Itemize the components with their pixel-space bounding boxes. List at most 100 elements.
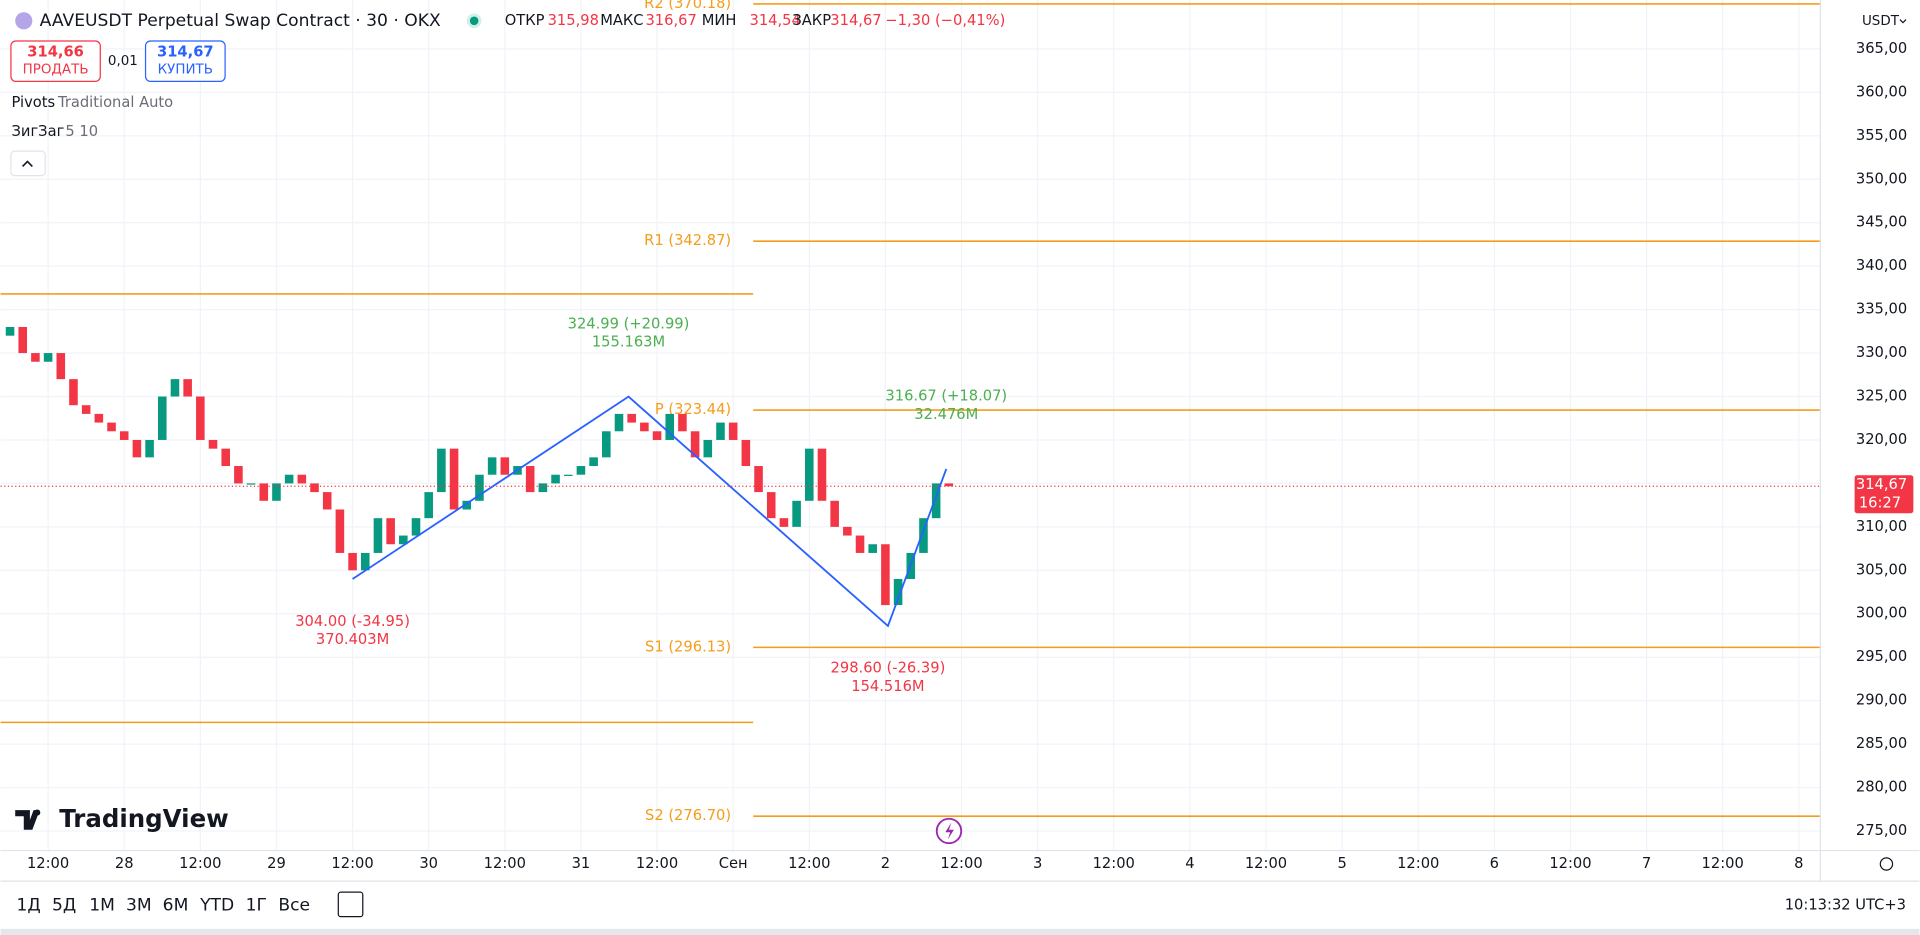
zigzag-line <box>352 395 948 628</box>
zigzag-label: 304.00 (-34.95) <box>295 613 410 630</box>
date-range-icon[interactable] <box>337 891 364 918</box>
candle <box>399 535 408 545</box>
symbol-title[interactable]: AAVEUSDT Perpetual Swap Contract · 30 · … <box>40 11 441 31</box>
x-tick-label: 12:00 <box>1549 855 1591 872</box>
y-tick-label: 295,00 <box>1856 648 1907 665</box>
candle <box>386 518 395 545</box>
candle <box>614 413 624 432</box>
candle <box>449 448 459 510</box>
x-tick-label: Сен <box>719 855 748 872</box>
y-tick-label: 330,00 <box>1856 344 1907 361</box>
candle <box>94 413 104 423</box>
y-axis: 275,00 280,00 285,00 290,00 295,00 300,00 305,… <box>1856 40 1907 839</box>
candle <box>817 448 827 501</box>
candle <box>640 422 649 432</box>
candle <box>728 422 738 440</box>
candle <box>272 483 281 501</box>
x-tick-label: 12:00 <box>940 855 982 872</box>
settings-icon[interactable] <box>1879 857 1894 871</box>
clock[interactable]: 10:13:32 UTC+3 <box>1785 897 1906 914</box>
ohlc-value: 316,67 <box>645 12 696 29</box>
buy-button[interactable] <box>144 40 226 82</box>
x-tick-label: 4 <box>1185 855 1194 872</box>
zigzag-volume: 154.516M <box>851 678 924 695</box>
candle <box>69 379 78 406</box>
candle <box>31 353 40 362</box>
indicator-name[interactable]: Pivots <box>12 94 56 111</box>
x-tick-label: 12:00 <box>1245 855 1287 872</box>
range-button[interactable]: Все <box>278 896 310 916</box>
candle <box>652 431 662 440</box>
zigzag-volume: 370.403M <box>316 631 389 648</box>
y-tick-label: 340,00 <box>1856 257 1907 274</box>
range-button[interactable]: 3М <box>126 896 152 916</box>
candle <box>145 439 154 458</box>
indicator-params[interactable]: Traditional Auto <box>57 94 173 111</box>
range-bar: 1Д 5Д 1М 3М 6М YTD 1Г Все <box>17 896 311 916</box>
candle <box>310 483 319 493</box>
x-tick-label: 29 <box>267 855 286 872</box>
y-tick-label: 325,00 <box>1856 388 1907 405</box>
candle <box>208 439 218 449</box>
sell-price: 314,66 <box>27 44 84 61</box>
indicator-name[interactable]: ЗигЗаг <box>12 123 65 140</box>
y-tick-label: 365,00 <box>1856 40 1907 57</box>
x-tick-label: 7 <box>1642 855 1651 872</box>
candle <box>43 353 53 362</box>
zigzag-label: 324.99 (+20.99) <box>568 315 690 332</box>
candle <box>551 474 560 484</box>
logo-icon <box>15 810 40 830</box>
x-tick-label: 8 <box>1794 855 1803 872</box>
symbol-icon[interactable] <box>15 12 33 30</box>
candle <box>107 422 116 432</box>
y-tick-label: 345,00 <box>1856 214 1907 231</box>
candle <box>563 474 573 476</box>
range-button[interactable]: 1Д <box>17 896 41 916</box>
currency[interactable]: USDT <box>1862 14 1900 29</box>
last-price-label: 314,67 <box>1856 476 1907 493</box>
range-button[interactable]: 1Г <box>246 896 267 916</box>
candle <box>246 483 256 485</box>
sell-button[interactable] <box>10 40 101 82</box>
logo-text: TradingView <box>59 804 229 833</box>
status-dot <box>469 16 479 26</box>
range-button[interactable]: YTD <box>199 896 234 916</box>
candle <box>830 500 839 527</box>
x-axis: 12:00 28 12:00 29 12:00 30 12:00 31 12:00 Сен 12:0… <box>27 855 1804 872</box>
range-button[interactable]: 1М <box>89 896 115 916</box>
candle <box>157 396 167 440</box>
collapse-button[interactable] <box>10 150 46 177</box>
y-tick-label: 285,00 <box>1856 735 1907 752</box>
x-tick-label: 2 <box>881 855 890 872</box>
candle <box>576 466 586 475</box>
buy-price: 314,67 <box>157 44 214 61</box>
candle <box>754 466 763 493</box>
candle <box>221 448 230 467</box>
candle <box>690 431 700 458</box>
candle <box>475 474 484 501</box>
range-button[interactable]: 6М <box>163 896 189 916</box>
candle <box>335 509 345 553</box>
range-button[interactable]: 5Д <box>52 896 76 916</box>
y-tick-label: 300,00 <box>1856 605 1907 622</box>
pivot-label: S1 (296.13) <box>645 638 731 655</box>
buy-label: КУПИТЬ <box>158 63 213 78</box>
candle <box>843 526 852 536</box>
indicator-params[interactable]: 5 10 <box>65 123 98 140</box>
zigzag-label: 316.67 (+18.07) <box>885 388 1007 405</box>
pivots: R2 (370.18) R1 (342.87) P (323.44) S1 (296.… <box>0 0 1821 824</box>
x-tick-label: 30 <box>419 855 438 872</box>
y-tick-label: 280,00 <box>1856 779 1907 796</box>
candles <box>5 326 954 606</box>
pivot-label: R2 (370.18) <box>644 0 731 12</box>
candle <box>766 492 776 519</box>
countdown: 16:27 <box>1859 494 1901 511</box>
candle <box>373 518 383 553</box>
y-tick-label: 275,00 <box>1856 822 1907 839</box>
x-tick-label: 6 <box>1490 855 1499 872</box>
candle <box>538 483 548 493</box>
ohlc-value: 314,67 <box>830 12 881 29</box>
